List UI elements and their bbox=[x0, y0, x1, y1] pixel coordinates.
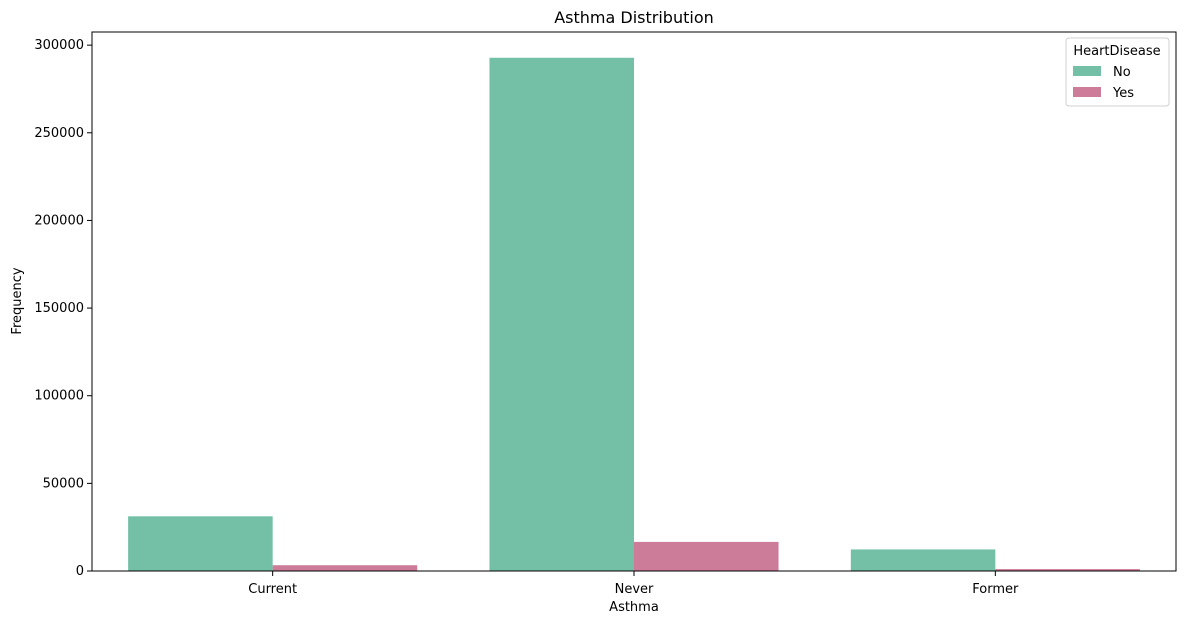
x-tick-label: Current bbox=[248, 582, 297, 597]
legend-label-yes: Yes bbox=[1112, 86, 1134, 101]
legend-label-no: No bbox=[1113, 65, 1131, 80]
bar-yes-never bbox=[634, 541, 779, 571]
y-tick-label: 50000 bbox=[43, 476, 84, 491]
bar-no-never bbox=[489, 57, 634, 571]
x-tick-label: Never bbox=[615, 582, 654, 597]
bar-no-current bbox=[128, 516, 273, 571]
y-tick-label: 300000 bbox=[34, 38, 84, 53]
y-tick-label: 250000 bbox=[34, 126, 84, 141]
bar-no-former bbox=[850, 549, 996, 571]
x-axis: Current Never Former bbox=[248, 571, 1019, 597]
chart-title: Asthma Distribution bbox=[554, 8, 714, 27]
y-axis: 0 50000 100000 150000 200000 250000 300000 bbox=[34, 38, 92, 579]
y-tick-label: 200000 bbox=[34, 213, 84, 228]
bars-layer bbox=[128, 57, 1140, 571]
y-tick-label: 150000 bbox=[34, 301, 84, 316]
bar-yes-current bbox=[272, 565, 418, 571]
legend-title: HeartDisease bbox=[1073, 44, 1160, 59]
y-tick-label: 0 bbox=[76, 564, 84, 579]
legend-swatch-no bbox=[1073, 66, 1101, 76]
legend-swatch-yes bbox=[1073, 87, 1101, 97]
legend: HeartDisease No Yes bbox=[1065, 37, 1170, 107]
bar-yes-former bbox=[995, 569, 1140, 571]
x-tick-label: Former bbox=[972, 582, 1019, 597]
y-tick-label: 100000 bbox=[34, 389, 84, 404]
y-axis-title: Frequency bbox=[10, 267, 25, 334]
x-axis-title: Asthma bbox=[609, 600, 659, 615]
